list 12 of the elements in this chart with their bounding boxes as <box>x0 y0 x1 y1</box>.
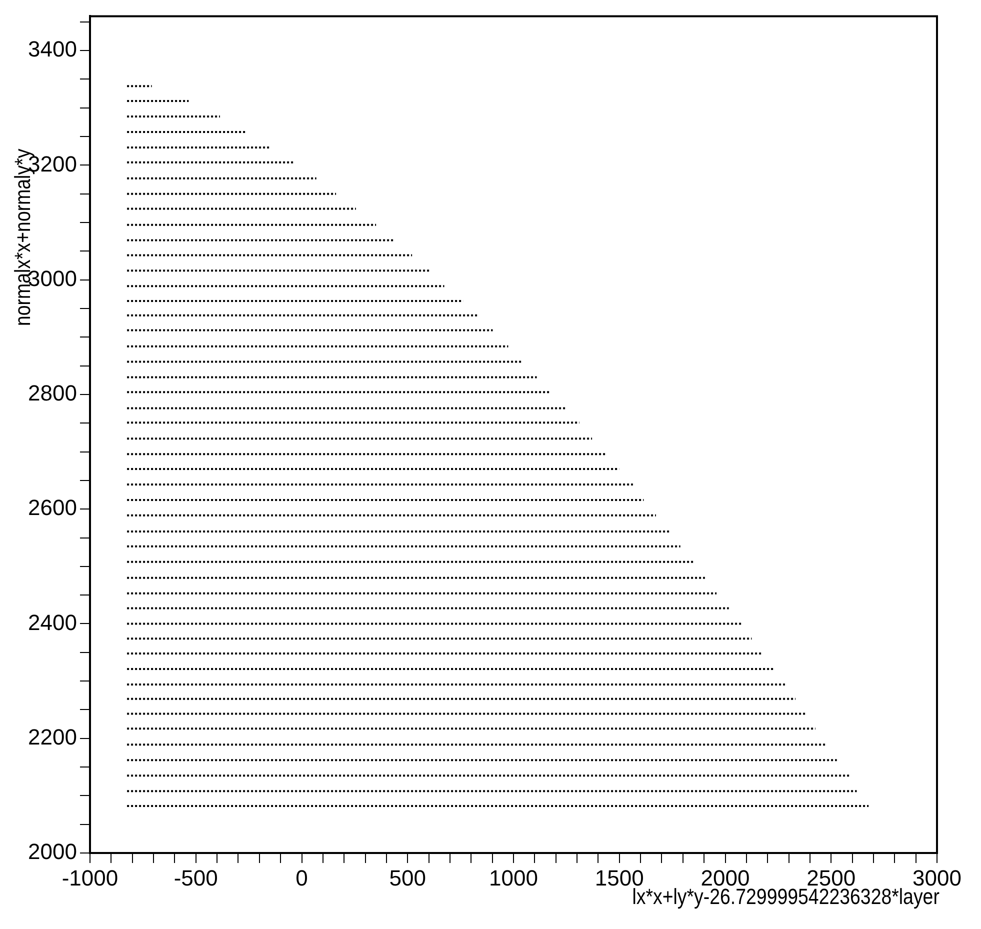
y-tick-label: 3400 <box>28 36 77 62</box>
x-tick-label: 1000 <box>489 865 538 890</box>
x-tick-label: 3000 <box>912 865 962 890</box>
x-tick-label: -500 <box>174 865 218 890</box>
x-tick-label: -1000 <box>62 865 118 890</box>
y-tick-label: 2000 <box>28 839 77 864</box>
y-tick-label: 2800 <box>28 380 77 406</box>
y-tick-label: 2400 <box>28 610 77 635</box>
x-tick-label: 500 <box>389 865 426 890</box>
y-tick-label: 2200 <box>28 724 77 750</box>
y-tick-label: 2600 <box>28 495 77 520</box>
x-tick-label: 0 <box>296 865 308 890</box>
